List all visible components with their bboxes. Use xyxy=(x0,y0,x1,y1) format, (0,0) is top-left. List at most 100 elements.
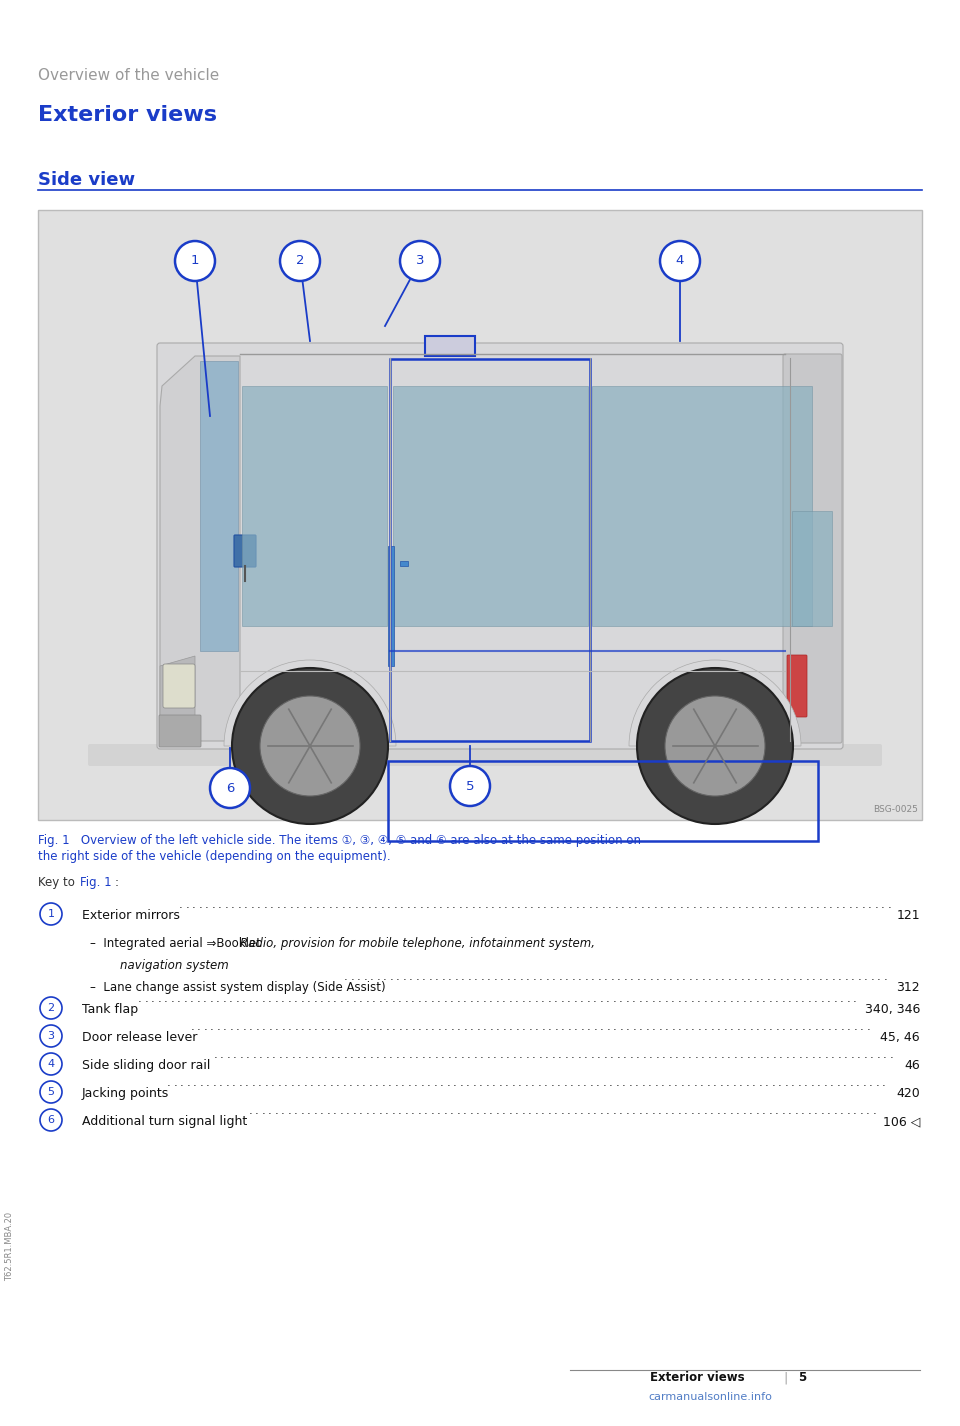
Text: .: . xyxy=(388,1077,392,1089)
Text: .: . xyxy=(469,1105,473,1118)
FancyBboxPatch shape xyxy=(787,655,807,717)
Text: .: . xyxy=(701,1048,705,1061)
Text: .: . xyxy=(850,1077,853,1089)
Text: .: . xyxy=(342,898,345,911)
Text: .: . xyxy=(733,1048,737,1061)
Text: .: . xyxy=(802,1021,805,1034)
Text: .: . xyxy=(658,1105,661,1118)
Text: .: . xyxy=(678,1021,682,1034)
Text: .: . xyxy=(232,1077,236,1089)
Text: .: . xyxy=(344,1048,348,1061)
Text: .: . xyxy=(242,992,246,1005)
Text: .: . xyxy=(352,992,356,1005)
Text: .: . xyxy=(611,971,614,984)
Text: .: . xyxy=(582,898,586,911)
Text: carmanualsonline.info: carmanualsonline.info xyxy=(648,1392,772,1402)
Text: .: . xyxy=(299,1048,301,1061)
Text: .: . xyxy=(516,992,519,1005)
Text: .: . xyxy=(758,1077,762,1089)
Text: .: . xyxy=(310,1077,314,1089)
Text: .: . xyxy=(490,1021,493,1034)
Text: Exterior views: Exterior views xyxy=(38,106,217,125)
Text: .: . xyxy=(649,1048,653,1061)
Text: .: . xyxy=(619,992,623,1005)
Text: .: . xyxy=(725,898,729,911)
Text: .: . xyxy=(328,898,332,911)
Text: .: . xyxy=(378,992,382,1005)
Text: 1: 1 xyxy=(191,254,200,268)
Text: .: . xyxy=(717,992,720,1005)
Text: .: . xyxy=(588,898,592,911)
Text: .: . xyxy=(218,898,222,911)
Text: .: . xyxy=(366,992,370,1005)
Text: .: . xyxy=(258,1077,262,1089)
Text: .: . xyxy=(675,1048,679,1061)
Text: .: . xyxy=(838,971,842,984)
Text: .: . xyxy=(557,1077,561,1089)
Text: .: . xyxy=(387,898,391,911)
Text: .: . xyxy=(209,992,213,1005)
Text: .: . xyxy=(431,992,435,1005)
Text: .: . xyxy=(664,992,668,1005)
Text: .: . xyxy=(383,1048,386,1061)
Text: .: . xyxy=(333,1021,337,1034)
Text: .: . xyxy=(680,898,684,911)
Text: .: . xyxy=(395,1077,398,1089)
Text: 420: 420 xyxy=(897,1087,920,1099)
Text: .: . xyxy=(762,1105,766,1118)
Text: .: . xyxy=(697,1021,701,1034)
Text: .: . xyxy=(552,1048,555,1061)
Text: .: . xyxy=(634,898,637,911)
Text: .: . xyxy=(578,1048,582,1061)
Text: .: . xyxy=(876,1048,880,1061)
Text: .: . xyxy=(563,898,566,911)
Text: .: . xyxy=(840,1021,844,1034)
Text: .: . xyxy=(580,1105,584,1118)
Text: .: . xyxy=(842,898,846,911)
Text: .: . xyxy=(548,1021,552,1034)
Text: T62.5R1.MBA.20: T62.5R1.MBA.20 xyxy=(6,1212,14,1281)
Text: .: . xyxy=(547,1105,551,1118)
Text: .: . xyxy=(723,1105,727,1118)
Text: .: . xyxy=(538,1077,541,1089)
Text: .: . xyxy=(537,898,540,911)
Text: .: . xyxy=(599,1105,603,1118)
Text: 46: 46 xyxy=(904,1060,920,1072)
Text: .: . xyxy=(405,992,408,1005)
Text: .: . xyxy=(645,992,649,1005)
FancyBboxPatch shape xyxy=(157,344,843,749)
Text: .: . xyxy=(396,971,399,984)
Text: .: . xyxy=(327,1021,330,1034)
Text: .: . xyxy=(444,992,447,1005)
Text: .: . xyxy=(322,898,325,911)
Text: .: . xyxy=(402,1048,406,1061)
Text: .: . xyxy=(847,992,851,1005)
Text: .: . xyxy=(366,1021,370,1034)
Text: .: . xyxy=(597,1048,601,1061)
Text: .: . xyxy=(211,898,215,911)
Text: .: . xyxy=(749,992,753,1005)
Text: .: . xyxy=(385,992,389,1005)
Text: .: . xyxy=(650,971,653,984)
Text: .: . xyxy=(796,898,800,911)
Text: .: . xyxy=(257,898,260,911)
Text: .: . xyxy=(604,971,608,984)
Text: .: . xyxy=(343,1077,347,1089)
Text: .: . xyxy=(676,971,680,984)
Text: .: . xyxy=(700,1077,704,1089)
Text: .: . xyxy=(732,1077,736,1089)
Text: .: . xyxy=(821,1105,824,1118)
Text: .: . xyxy=(709,1105,713,1118)
Text: .: . xyxy=(548,992,551,1005)
Text: .: . xyxy=(326,1105,330,1118)
Text: .: . xyxy=(704,1021,708,1034)
Text: .: . xyxy=(549,898,553,911)
Text: .: . xyxy=(263,898,267,911)
Text: Radio, provision for mobile telephone, infotainment system,: Radio, provision for mobile telephone, i… xyxy=(240,937,595,950)
Circle shape xyxy=(280,241,320,281)
Text: .: . xyxy=(476,1105,480,1118)
Text: .: . xyxy=(770,898,774,911)
Text: 4: 4 xyxy=(676,254,684,268)
Text: .: . xyxy=(213,1077,216,1089)
Text: .: . xyxy=(728,971,732,984)
